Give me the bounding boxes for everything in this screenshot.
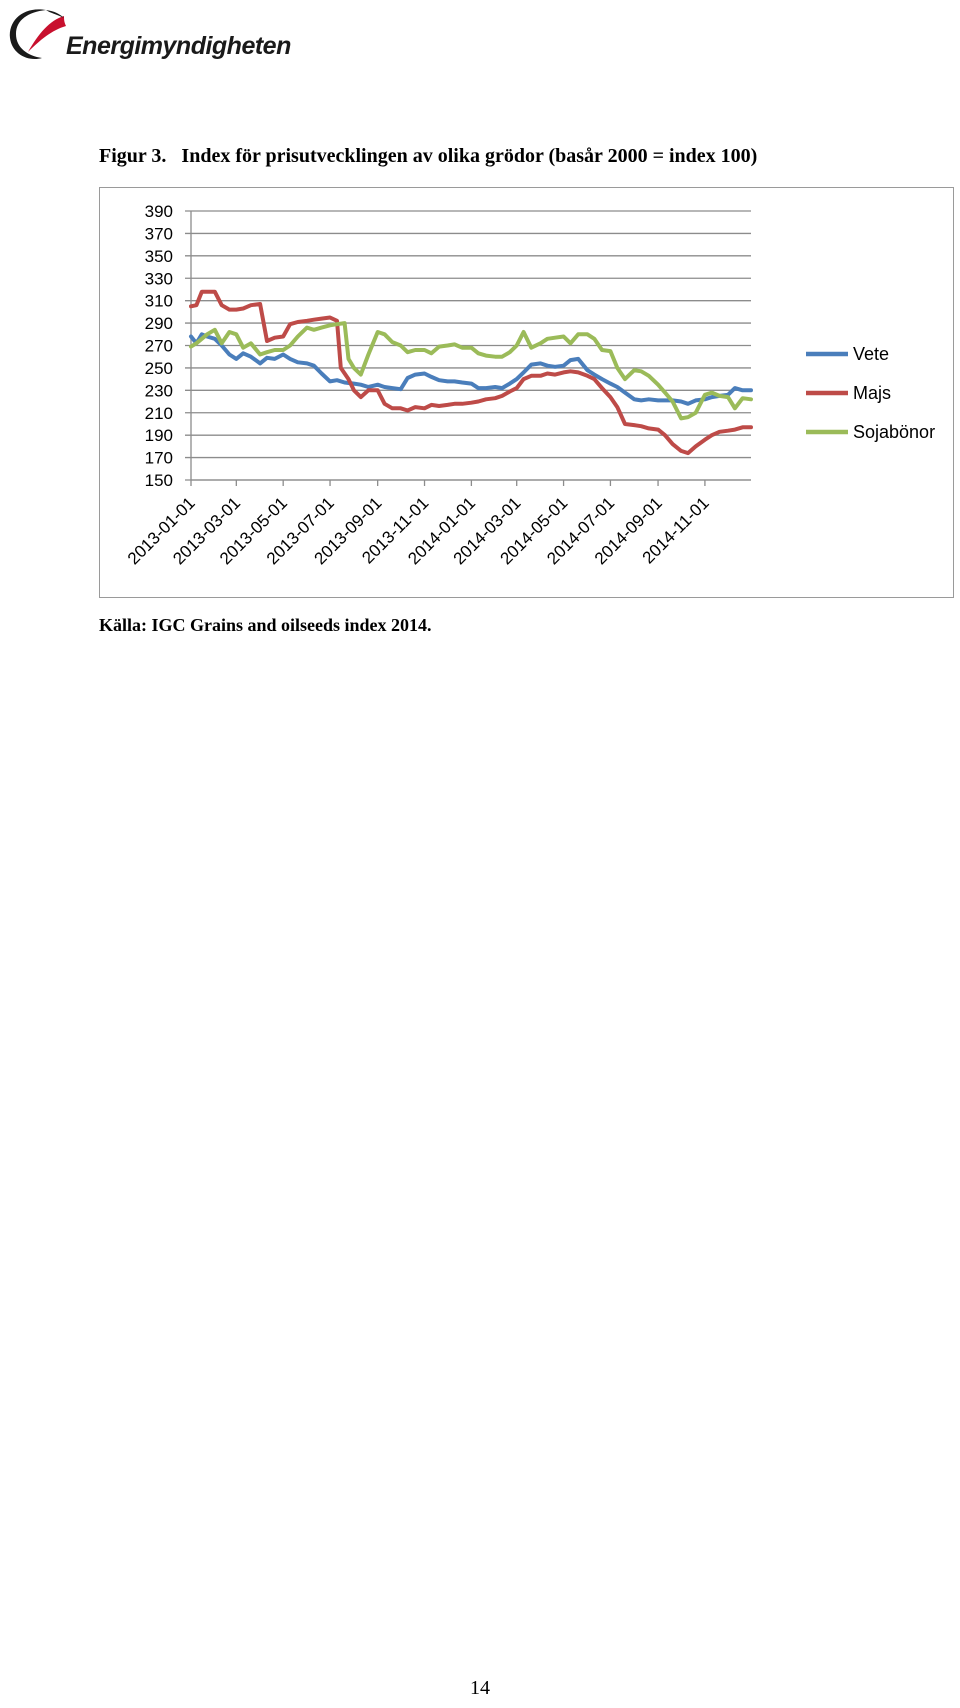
legend-label: Majs (853, 383, 891, 403)
energimyndigheten-logo: Energimyndigheten (6, 4, 291, 64)
line-chart: 390370350330310290270250230210190170150 … (124, 202, 935, 568)
y-tick-label: 210 (145, 404, 173, 423)
chart-frame: 390 370 350 330 310 290 270 250 230 210 190 170 150 … (99, 187, 954, 598)
figure-title: Index för prisutvecklingen av olika gröd… (181, 145, 758, 167)
chart-legend: Vete Majs Sojabönor (806, 344, 935, 442)
y-tick-label: 390 (145, 202, 173, 221)
y-tick-label: 190 (145, 426, 173, 445)
figure-number: Figur 3. (99, 145, 167, 167)
y-tick-label: 230 (145, 381, 173, 400)
y-tick-label: 290 (145, 314, 173, 333)
y-tick-label: 330 (145, 269, 173, 288)
legend-label: Sojabönor (853, 422, 935, 442)
y-tick-label: 270 (145, 337, 173, 356)
legend-label: Vete (853, 344, 889, 364)
y-tick-label: 170 (145, 449, 173, 468)
y-axis-tick-labels: 390 370 350 330 310 290 270 250 230 210 190 170 150 (145, 202, 173, 490)
figure-caption: Figur 3. Index för prisutvecklingen av o… (99, 145, 757, 168)
series-line-majs (189, 289, 753, 456)
page-number: 14 (470, 1677, 490, 1699)
energimyndigheten-swoosh-logo-icon (9, 9, 66, 60)
series-line-vete (189, 332, 753, 406)
y-tick-label: 310 (145, 292, 173, 311)
y-tick-label: 250 (145, 359, 173, 378)
chart-gridlines (185, 210, 751, 481)
series-line-sojabönor (189, 321, 753, 421)
y-tick-label: 350 (145, 247, 173, 266)
y-tick-label: 150 (145, 471, 173, 490)
source-note: Källa: IGC Grains and oilseeds index 201… (99, 615, 432, 635)
logo-text: Energimyndigheten (66, 32, 291, 60)
x-axis-tick-labels: 2013-01-012013-03-012013-05-012013-07-01… (124, 493, 713, 568)
y-tick-label: 370 (145, 224, 173, 243)
chart-series (189, 289, 753, 456)
